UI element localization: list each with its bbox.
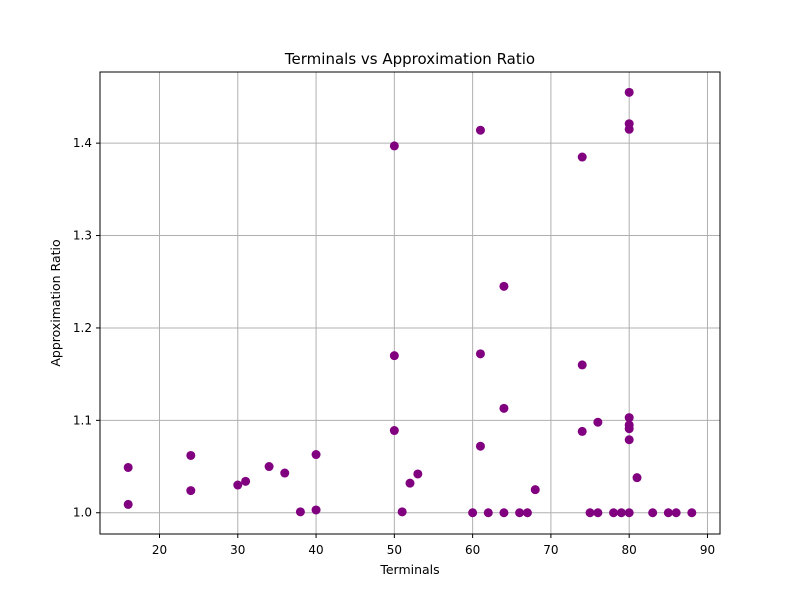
data-point: [648, 508, 658, 518]
data-point: [475, 349, 485, 359]
data-point: [499, 403, 509, 413]
data-point: [624, 435, 634, 445]
data-point: [405, 478, 415, 488]
y-tick-label: 1.2: [73, 321, 92, 335]
data-point: [624, 508, 634, 518]
data-point: [123, 462, 133, 472]
chart-title: Terminals vs Approximation Ratio: [284, 50, 535, 68]
data-point: [499, 281, 509, 291]
data-points: [123, 87, 697, 518]
data-point: [233, 480, 243, 490]
data-point: [577, 152, 587, 162]
data-point: [280, 468, 290, 478]
data-point: [585, 508, 595, 518]
axis-ticks: 20 30 40 50 60 70 80 90 1.0 1.1 1.2 1.3 1.4: [73, 136, 715, 557]
data-point: [389, 351, 399, 361]
data-point: [632, 473, 642, 483]
data-point: [475, 441, 485, 451]
data-point: [311, 505, 321, 515]
data-point: [123, 499, 133, 509]
data-point: [593, 417, 603, 427]
data-point: [186, 450, 196, 460]
x-tick-label: 50: [387, 543, 402, 557]
data-point: [671, 508, 681, 518]
data-point: [609, 508, 619, 518]
data-point: [624, 124, 634, 134]
data-point: [522, 508, 532, 518]
x-axis-label: Terminals: [379, 562, 439, 577]
data-point: [389, 141, 399, 151]
plot-frame: [99, 71, 721, 535]
data-point: [483, 508, 493, 518]
data-point: [530, 485, 540, 495]
grid: [100, 72, 720, 534]
y-tick-label: 1.1: [73, 413, 92, 427]
y-tick-label: 1.0: [73, 506, 92, 520]
x-tick-label: 20: [152, 543, 167, 557]
y-tick-label: 1.3: [73, 229, 92, 243]
data-point: [624, 424, 634, 434]
data-point: [311, 450, 321, 460]
x-tick-label: 90: [700, 543, 715, 557]
y-tick-label: 1.4: [73, 136, 92, 150]
x-tick-label: 60: [465, 543, 480, 557]
data-point: [624, 413, 634, 423]
data-point: [515, 508, 525, 518]
data-point: [295, 507, 305, 517]
data-point: [663, 508, 673, 518]
data-point: [264, 462, 274, 472]
data-point: [593, 508, 603, 518]
x-tick-label: 70: [543, 543, 558, 557]
data-point: [389, 426, 399, 436]
data-point: [577, 426, 587, 436]
data-point: [413, 469, 423, 479]
x-tick-label: 30: [230, 543, 245, 557]
data-point: [616, 508, 626, 518]
data-point: [687, 508, 697, 518]
x-tick-label: 40: [308, 543, 323, 557]
data-point: [499, 508, 509, 518]
data-point: [475, 125, 485, 135]
data-point: [186, 486, 196, 496]
data-point: [624, 87, 634, 97]
data-point: [241, 476, 251, 486]
data-point: [577, 360, 587, 370]
x-tick-label: 80: [622, 543, 637, 557]
data-point: [468, 508, 478, 518]
y-axis-label: Approximation Ratio: [48, 239, 63, 366]
data-point: [397, 507, 407, 517]
